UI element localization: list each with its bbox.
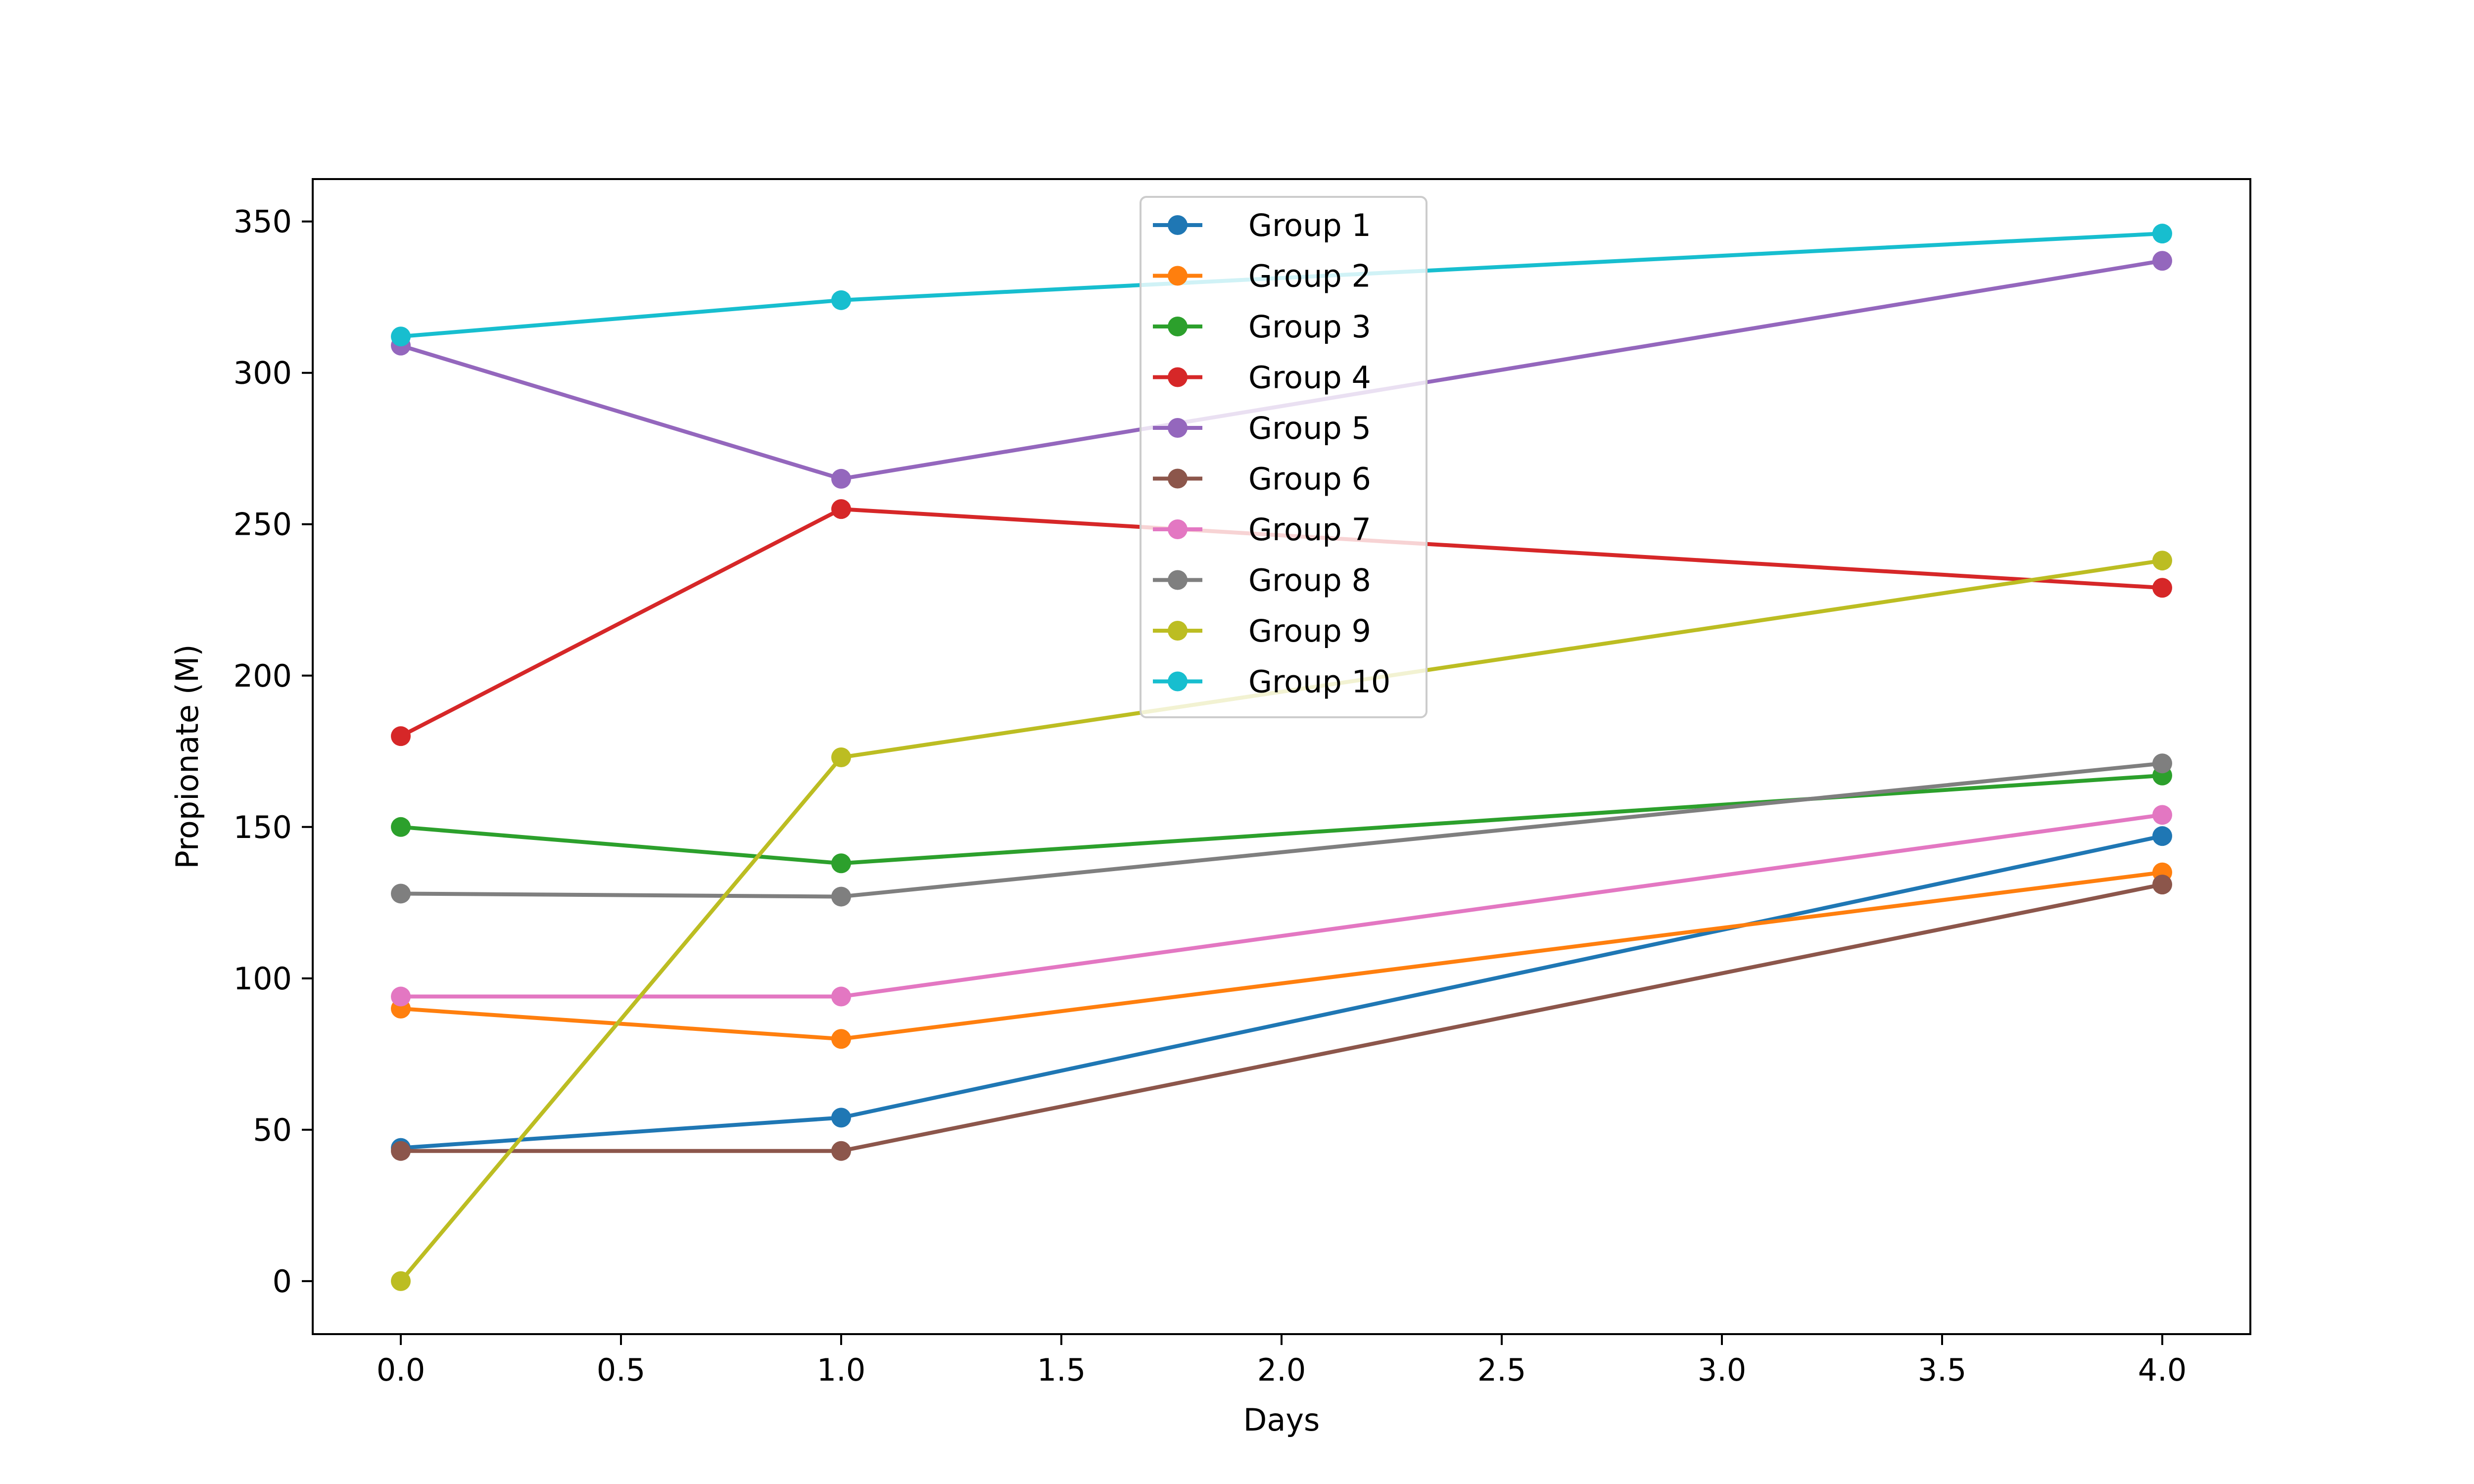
data-point [2152, 826, 2172, 846]
series-10 [391, 224, 2172, 347]
x-tick-label: 2.0 [1257, 1352, 1306, 1388]
data-point [831, 499, 851, 519]
data-point [2152, 875, 2172, 895]
data-point [2152, 805, 2172, 825]
legend-item: Group 2 [1153, 258, 1371, 294]
legend-item: Group 9 [1153, 613, 1371, 649]
legend-swatch-marker [1168, 519, 1188, 539]
x-tick-label: 2.5 [1477, 1352, 1526, 1388]
series-layer [391, 224, 2172, 1291]
data-point [2152, 251, 2172, 271]
x-tick-label: 4.0 [2138, 1352, 2187, 1388]
data-point [831, 747, 851, 768]
legend-swatch-marker [1168, 621, 1188, 641]
legend-swatch-marker [1168, 468, 1188, 489]
legend-item: Group 1 [1153, 207, 1371, 243]
data-point [391, 1141, 411, 1161]
data-point [391, 883, 411, 904]
y-tick-label: 150 [234, 809, 292, 845]
legend-label: Group 6 [1248, 461, 1371, 497]
y-tick-label: 0 [273, 1263, 292, 1299]
legend-swatch-marker [1168, 418, 1188, 438]
legend-label: Group 9 [1248, 613, 1371, 649]
y-tick-label: 50 [253, 1112, 292, 1148]
legend-label: Group 10 [1248, 664, 1390, 700]
legend-item: Group 7 [1153, 511, 1371, 548]
series-6 [391, 875, 2172, 1161]
data-point [831, 1029, 851, 1049]
legend-label: Group 8 [1248, 562, 1371, 599]
series-4 [391, 499, 2172, 746]
data-point [391, 986, 411, 1007]
x-tick-label: 1.5 [1037, 1352, 1086, 1388]
legend-label: Group 5 [1248, 410, 1371, 446]
data-point [831, 1141, 851, 1161]
y-tick-label: 300 [234, 355, 292, 391]
series-9 [391, 551, 2172, 1291]
legend: Group 1 Group 2 Group 3 Group 4 Group 5 Group… [1140, 196, 1427, 718]
series-8 [391, 753, 2172, 907]
legend-label: Group 3 [1248, 309, 1371, 345]
x-tick-label: 1.0 [817, 1352, 866, 1388]
legend-label: Group 1 [1248, 207, 1371, 243]
x-tick-label: 0.0 [377, 1352, 426, 1388]
data-point [831, 986, 851, 1007]
y-tick-label: 200 [234, 658, 292, 694]
series-2 [391, 862, 2172, 1049]
legend-item: Group 3 [1153, 309, 1371, 345]
data-point [391, 1271, 411, 1291]
y-tick-label: 250 [234, 507, 292, 543]
x-tick-label: 3.0 [1698, 1352, 1747, 1388]
y-tick-label: 350 [234, 204, 292, 240]
data-point [831, 468, 851, 489]
legend-item: Group 4 [1153, 360, 1371, 396]
x-tick-label: 3.5 [1918, 1352, 1967, 1388]
legend-swatch-marker [1168, 317, 1188, 336]
data-point [391, 726, 411, 746]
legend-swatch-marker [1168, 570, 1188, 590]
data-point [831, 1108, 851, 1128]
data-point [2152, 753, 2172, 774]
legend-label: Group 4 [1248, 360, 1371, 396]
x-axis-label: Days [1243, 1402, 1320, 1438]
legend-swatch-marker [1168, 215, 1188, 235]
legend-item: Group 6 [1153, 461, 1371, 497]
data-point [2152, 578, 2172, 598]
legend-swatch-marker [1168, 266, 1188, 286]
y-axis-label: Propionate (M) [169, 644, 205, 869]
y-tick-label: 100 [234, 961, 292, 997]
data-point [831, 290, 851, 310]
data-point [2152, 551, 2172, 571]
legend-swatch-marker [1168, 671, 1188, 692]
legend-item: Group 5 [1153, 410, 1371, 446]
x-tick-label: 0.5 [597, 1352, 646, 1388]
series-7 [391, 805, 2172, 1007]
legend-item: Group 8 [1153, 562, 1371, 599]
data-point [391, 326, 411, 347]
data-point [831, 853, 851, 874]
legend-item: Group 10 [1153, 664, 1390, 700]
data-point [2152, 224, 2172, 244]
legend-box [1140, 196, 1427, 718]
legend-label: Group 2 [1248, 258, 1371, 294]
data-point [831, 886, 851, 907]
data-point [391, 817, 411, 837]
legend-swatch-marker [1168, 367, 1188, 387]
axes-layer: 0.0 0.5 1.0 1.5 2.0 2.5 3.0 3.5 4.0 0 50 100 150 200 2… [169, 178, 2251, 1438]
legend-label: Group 7 [1248, 511, 1371, 548]
